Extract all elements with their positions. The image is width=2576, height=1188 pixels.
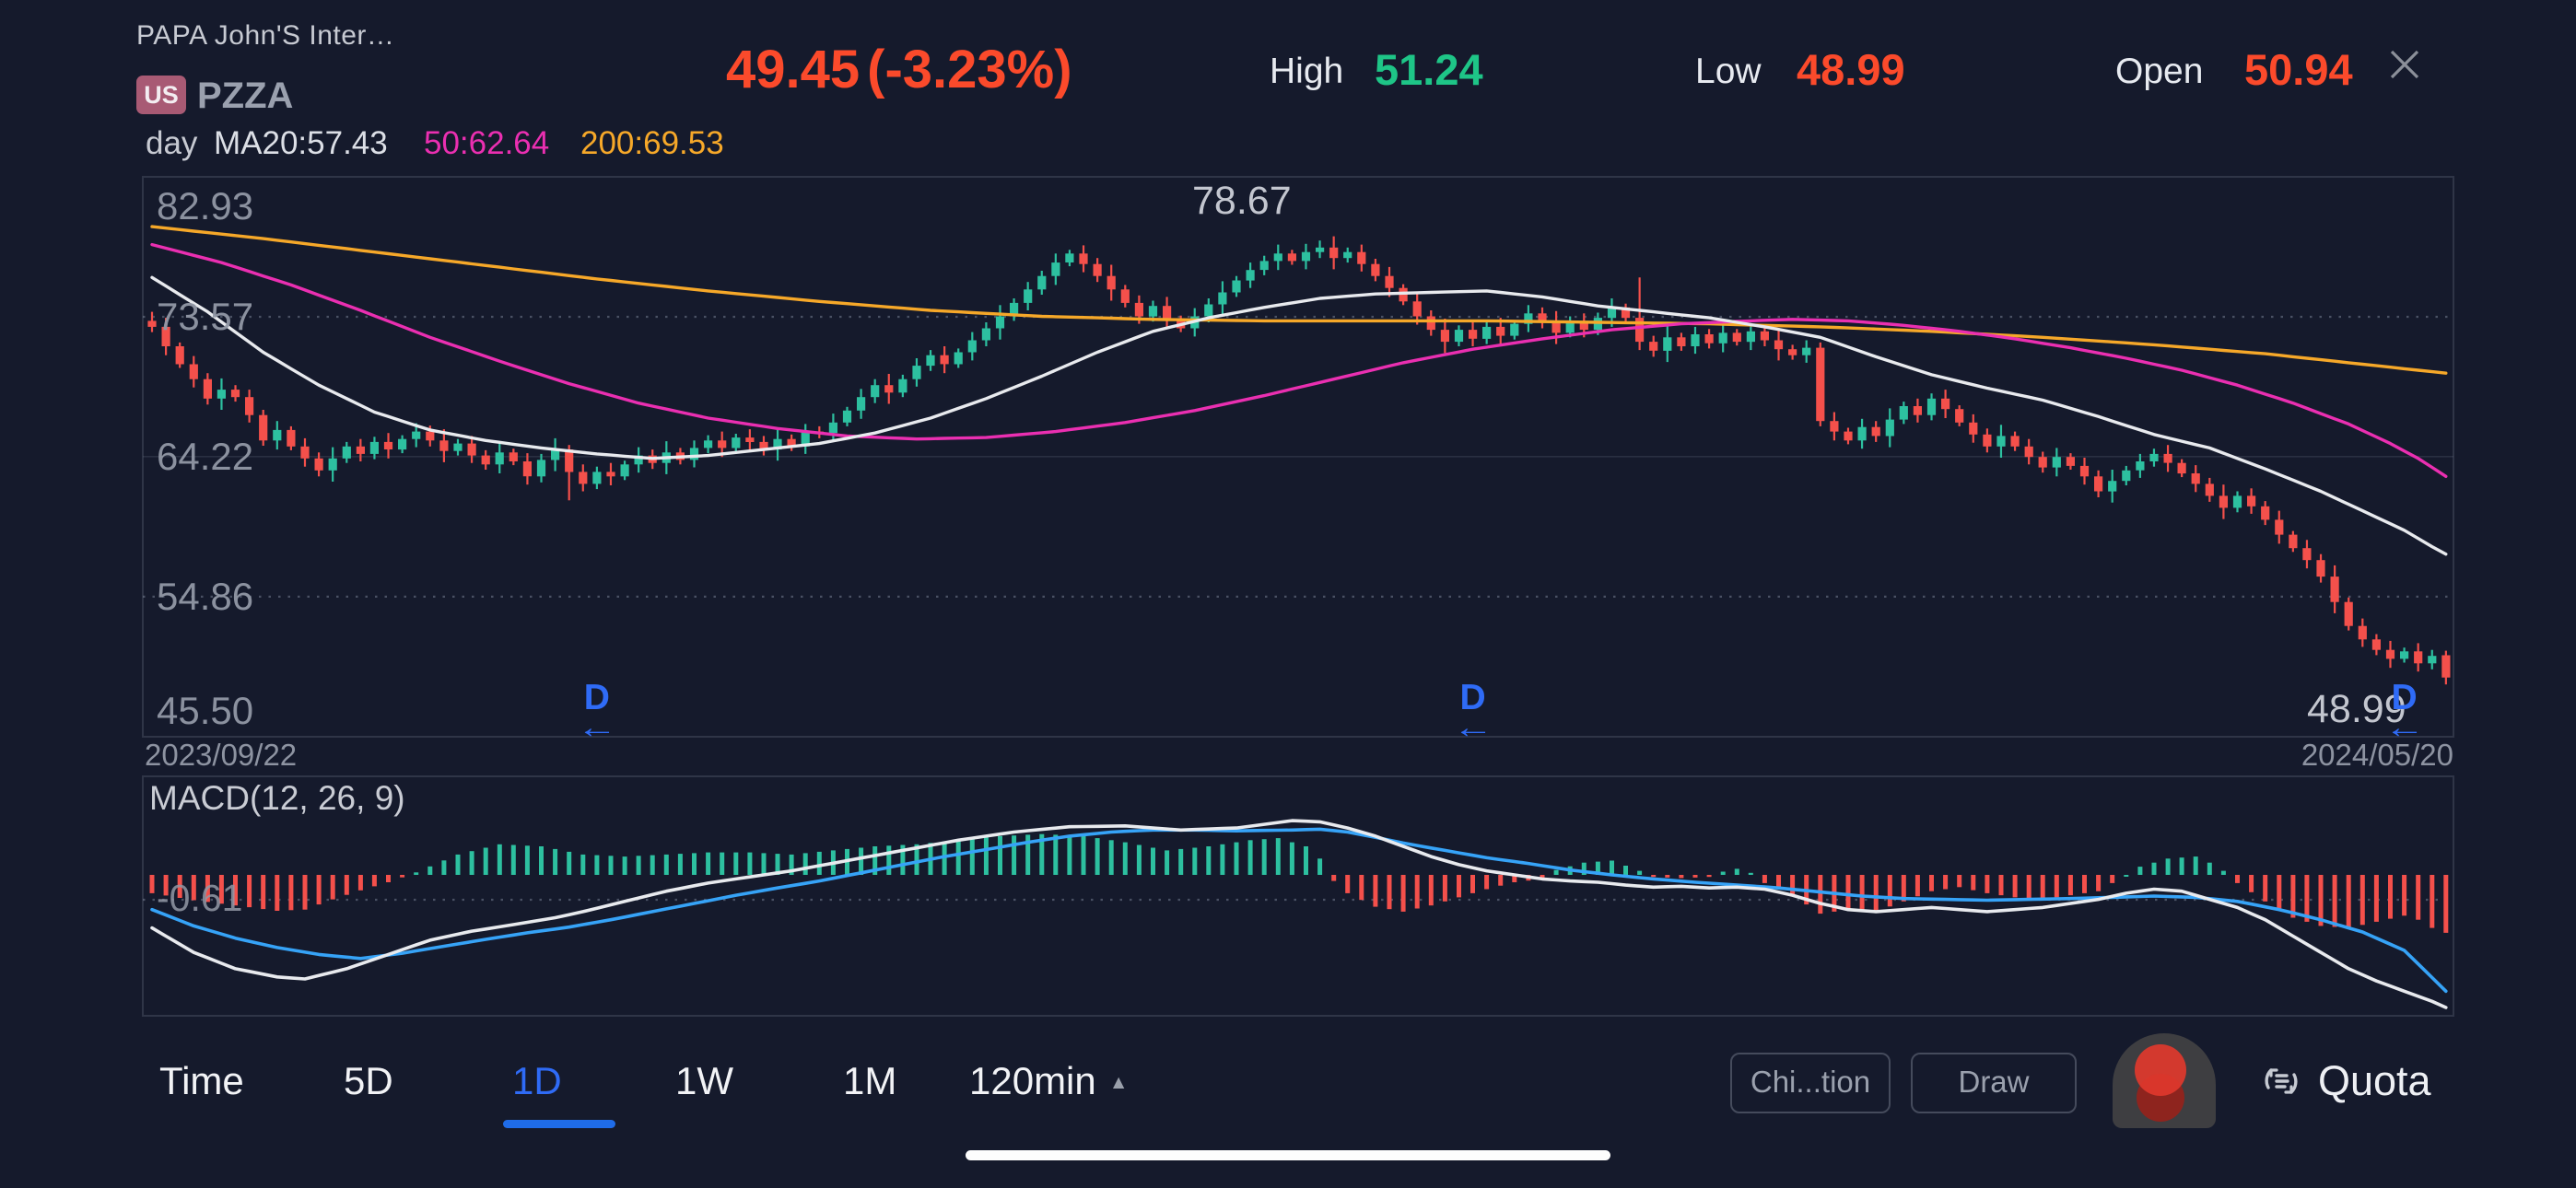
ma-indicator-row[interactable]: day MA20:57.43 50:62.64 200:69.53 bbox=[0, 125, 2576, 166]
macd-indicator-label[interactable]: MACD(12, 26, 9) bbox=[149, 779, 405, 817]
peak-high-annotation: 78.67 bbox=[1192, 179, 1292, 223]
y-axis-label: 54.86 bbox=[157, 575, 254, 618]
record-blob-red bbox=[2135, 1044, 2186, 1096]
end-date-label: 2024/05/20 bbox=[2301, 738, 2453, 772]
exchange-badge: US bbox=[136, 76, 186, 114]
quota-button[interactable]: Quota bbox=[2318, 1057, 2431, 1104]
y-axis-label: 45.50 bbox=[157, 689, 254, 732]
ma20-value: MA20:57.43 bbox=[214, 125, 388, 161]
left-arrow-icon: ← bbox=[1452, 710, 1493, 745]
close-icon[interactable] bbox=[2384, 44, 2425, 85]
ma-period-label: day bbox=[146, 125, 198, 161]
high-label: High bbox=[1270, 52, 1344, 91]
dividend-marker-letter: D bbox=[2391, 678, 2418, 717]
low-label: Low bbox=[1695, 52, 1762, 91]
candlestick-macd-chart bbox=[142, 176, 2454, 1017]
change-percent: (-3.23%) bbox=[867, 40, 1072, 99]
draw-button[interactable]: Draw bbox=[1911, 1053, 2077, 1113]
open-label: Open bbox=[2115, 52, 2204, 91]
high-value: 51.24 bbox=[1375, 45, 1483, 94]
tab-1w[interactable]: 1W bbox=[675, 1059, 733, 1102]
macd-histogram bbox=[149, 833, 2449, 933]
dividend-marker-letter: D bbox=[583, 678, 610, 717]
stock-title: PAPA John'S Inter… bbox=[136, 20, 395, 51]
tab-1m[interactable]: 1M bbox=[843, 1059, 897, 1102]
caret-up-icon: ▲ bbox=[1108, 1072, 1129, 1093]
interval-selector[interactable]: 120min ▲ bbox=[969, 1059, 1129, 1103]
tab-1d[interactable]: 1D bbox=[512, 1059, 562, 1102]
dividend-marker[interactable]: D ← bbox=[1451, 680, 1495, 743]
ticker-symbol: PZZA bbox=[197, 76, 294, 116]
y-axis-label: 73.57 bbox=[157, 295, 254, 338]
y-axis-label: 82.93 bbox=[157, 184, 254, 227]
dividend-marker[interactable]: D ← bbox=[575, 680, 619, 743]
chart-pattern-button[interactable]: Chi...tion bbox=[1730, 1053, 1891, 1113]
left-arrow-icon: ← bbox=[576, 710, 617, 745]
tab-time[interactable]: Time bbox=[159, 1059, 244, 1102]
open-value: 50.94 bbox=[2244, 45, 2353, 94]
tab-5d[interactable]: 5D bbox=[344, 1059, 393, 1102]
last-price-group: 49.45 (-3.23%) bbox=[726, 39, 1072, 100]
home-indicator[interactable] bbox=[966, 1150, 1610, 1160]
dividend-marker-letter: D bbox=[1459, 678, 1486, 717]
interval-label: 120min bbox=[969, 1059, 1096, 1102]
last-price: 49.45 bbox=[726, 40, 861, 99]
chart-area[interactable] bbox=[0, 166, 2576, 1031]
start-date-label: 2023/09/22 bbox=[145, 738, 298, 772]
screen-record-indicator[interactable] bbox=[2113, 1033, 2216, 1128]
active-tab-underline bbox=[503, 1120, 615, 1128]
left-arrow-icon: ← bbox=[2383, 710, 2425, 745]
period-low-annotation: 48.99 bbox=[2307, 687, 2406, 731]
ma50-value: 50:62.64 bbox=[424, 125, 550, 161]
dividend-marker[interactable]: D ← bbox=[2383, 680, 2427, 743]
macd-axis-label: -0.61 bbox=[157, 877, 243, 919]
low-value: 48.99 bbox=[1797, 45, 1905, 94]
quota-icon[interactable] bbox=[2259, 1059, 2303, 1108]
candles bbox=[147, 236, 2451, 685]
y-axis-label: 64.22 bbox=[157, 435, 254, 478]
ma200-value: 200:69.53 bbox=[580, 125, 724, 161]
